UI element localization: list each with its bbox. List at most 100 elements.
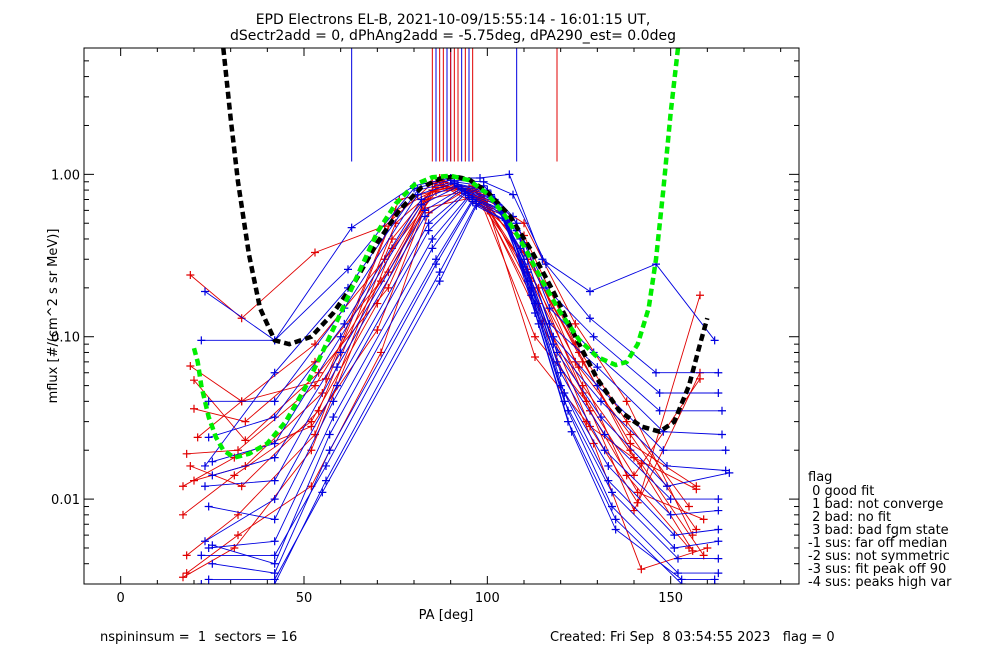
red-spectrum-point <box>230 471 239 480</box>
blue-spectrum-point <box>270 495 279 504</box>
blue-spectrum-point <box>655 389 664 398</box>
red-spectrum-point <box>575 363 583 372</box>
blue-spectrum-point <box>597 413 605 422</box>
red-spectrum-point <box>582 417 591 426</box>
red-spectrum-point <box>179 482 187 491</box>
blue-spectrum-point <box>421 212 429 221</box>
blue-spectrum-point <box>670 531 679 540</box>
blue-spectrum-point <box>270 537 279 546</box>
red-spectrum-point <box>190 404 198 413</box>
chart-title-line2: dSectr2add = 0, dPhAng2add = -5.75deg, d… <box>230 28 676 44</box>
red-spectrum-point <box>193 433 202 442</box>
red-spectrum-point <box>311 381 319 390</box>
red-spectrum-point <box>311 430 319 439</box>
red-spectrum-line <box>197 187 708 570</box>
blue-spectrum-point <box>435 268 444 277</box>
blue-spectrum-point <box>197 551 206 560</box>
red-spectrum-point <box>182 551 191 560</box>
legend-item: 1 bad: not converge <box>808 497 943 512</box>
blue-spectrum-point <box>270 476 279 485</box>
blue-spectrum-point <box>714 525 723 534</box>
blue-spectrum-point <box>270 575 279 584</box>
x-tick-label: 100 <box>475 591 500 606</box>
red-spectrum-point <box>703 543 712 552</box>
blue-spectrum-point <box>208 541 217 550</box>
blue-spectrum-point <box>666 510 675 519</box>
blue-spectrum-point <box>201 537 209 546</box>
blue-spectrum-point <box>322 461 330 470</box>
legend: flag 0 good fit 1 bad: not converge 2 ba… <box>808 470 952 590</box>
blue-spectrum-point <box>270 413 279 422</box>
legend-item: 2 bad: no fit <box>808 510 891 525</box>
blue-spectrum-point <box>714 554 723 563</box>
blue-spectrum-point <box>197 336 206 345</box>
blue-spectrum-point <box>340 319 349 328</box>
blue-spectrum-point <box>333 363 341 372</box>
blue-spectrum-point <box>710 575 719 584</box>
red-spectrum-point <box>311 248 319 257</box>
y-tick-label: 0.10 <box>51 331 80 346</box>
red-spectrum-point <box>186 461 195 470</box>
red-spectrum-point <box>186 362 195 371</box>
blue-spectrum-line <box>212 186 726 463</box>
red-spectrum-point <box>630 471 638 480</box>
blue-spectrum-point <box>344 265 352 274</box>
blue-spectrum-line <box>208 184 723 438</box>
blue-spectrum-point <box>714 368 723 377</box>
red-spectrum-point <box>307 417 316 426</box>
blue-spectrum-point <box>604 461 613 470</box>
red-spectrum-point <box>384 283 393 292</box>
red-spectrum-point <box>179 510 187 519</box>
blue-spectrum-point <box>714 569 723 578</box>
blue-spectrum-point <box>204 397 213 406</box>
blue-spectrum-point <box>204 433 213 442</box>
red-spectrum-point <box>190 376 198 385</box>
blue-spectrum-point <box>325 446 334 455</box>
blue-spectrum-point <box>270 551 279 560</box>
legend-title: flag <box>808 470 832 485</box>
blue-spectrum-point <box>461 189 470 198</box>
blue-spectrum-point <box>347 223 356 232</box>
blue-spectrum-point <box>677 575 686 584</box>
blue-spectrum-point <box>325 430 334 439</box>
red-spectrum-point <box>571 319 580 328</box>
red-spectrum-point <box>685 502 693 511</box>
blue-spectrum-point <box>714 537 723 546</box>
footer-left: nspininsum = 1 sectors = 16 <box>100 630 297 645</box>
x-tick-label: 50 <box>296 591 313 606</box>
y-axis: 0.01 0.10 1.00 <box>51 47 799 585</box>
blue-spectrum-point <box>611 515 620 524</box>
y-tick-label: 1.00 <box>51 168 80 183</box>
blue-spectrum-point <box>586 314 594 323</box>
blue-spectrum-point <box>204 575 213 584</box>
blue-spectrum-point <box>505 170 514 179</box>
x-axis: 0 50 100 150 <box>117 48 782 606</box>
red-spectrum-point <box>630 506 638 515</box>
red-spectrum-point <box>637 565 646 574</box>
blue-spectrum-point <box>659 446 668 455</box>
red-spectrum-point <box>622 397 631 406</box>
red-spectrum-point <box>234 531 242 540</box>
blue-spectrum-point <box>663 482 671 491</box>
blue-spectrum-point <box>714 389 723 398</box>
blue-spectrum-point <box>197 580 206 584</box>
blue-spectrum-point <box>329 413 338 422</box>
blue-spectrum-line <box>212 187 726 476</box>
red-spectrum-point <box>586 406 594 415</box>
blue-spectrum-point <box>465 193 473 202</box>
red-spectrum-point <box>633 498 642 507</box>
blue-spectrum-point <box>600 430 609 439</box>
red-spectrum-point <box>633 488 642 497</box>
blue-spectrum-point <box>270 453 279 462</box>
blue-spectrum-point <box>611 525 620 534</box>
plot-area <box>179 48 734 584</box>
chart-title-line1: EPD Electrons EL-B, 2021-10-09/15:55:14 … <box>256 12 651 28</box>
blue-spectrum-point <box>718 406 726 415</box>
blue-spectrum-point <box>435 277 444 286</box>
blue-spectrum-point <box>457 186 466 195</box>
blue-spectrum-line <box>204 189 730 487</box>
blue-spectrum-point <box>270 515 279 524</box>
blue-spectrum-point <box>670 543 679 552</box>
blue-spectrum-point <box>674 569 682 578</box>
